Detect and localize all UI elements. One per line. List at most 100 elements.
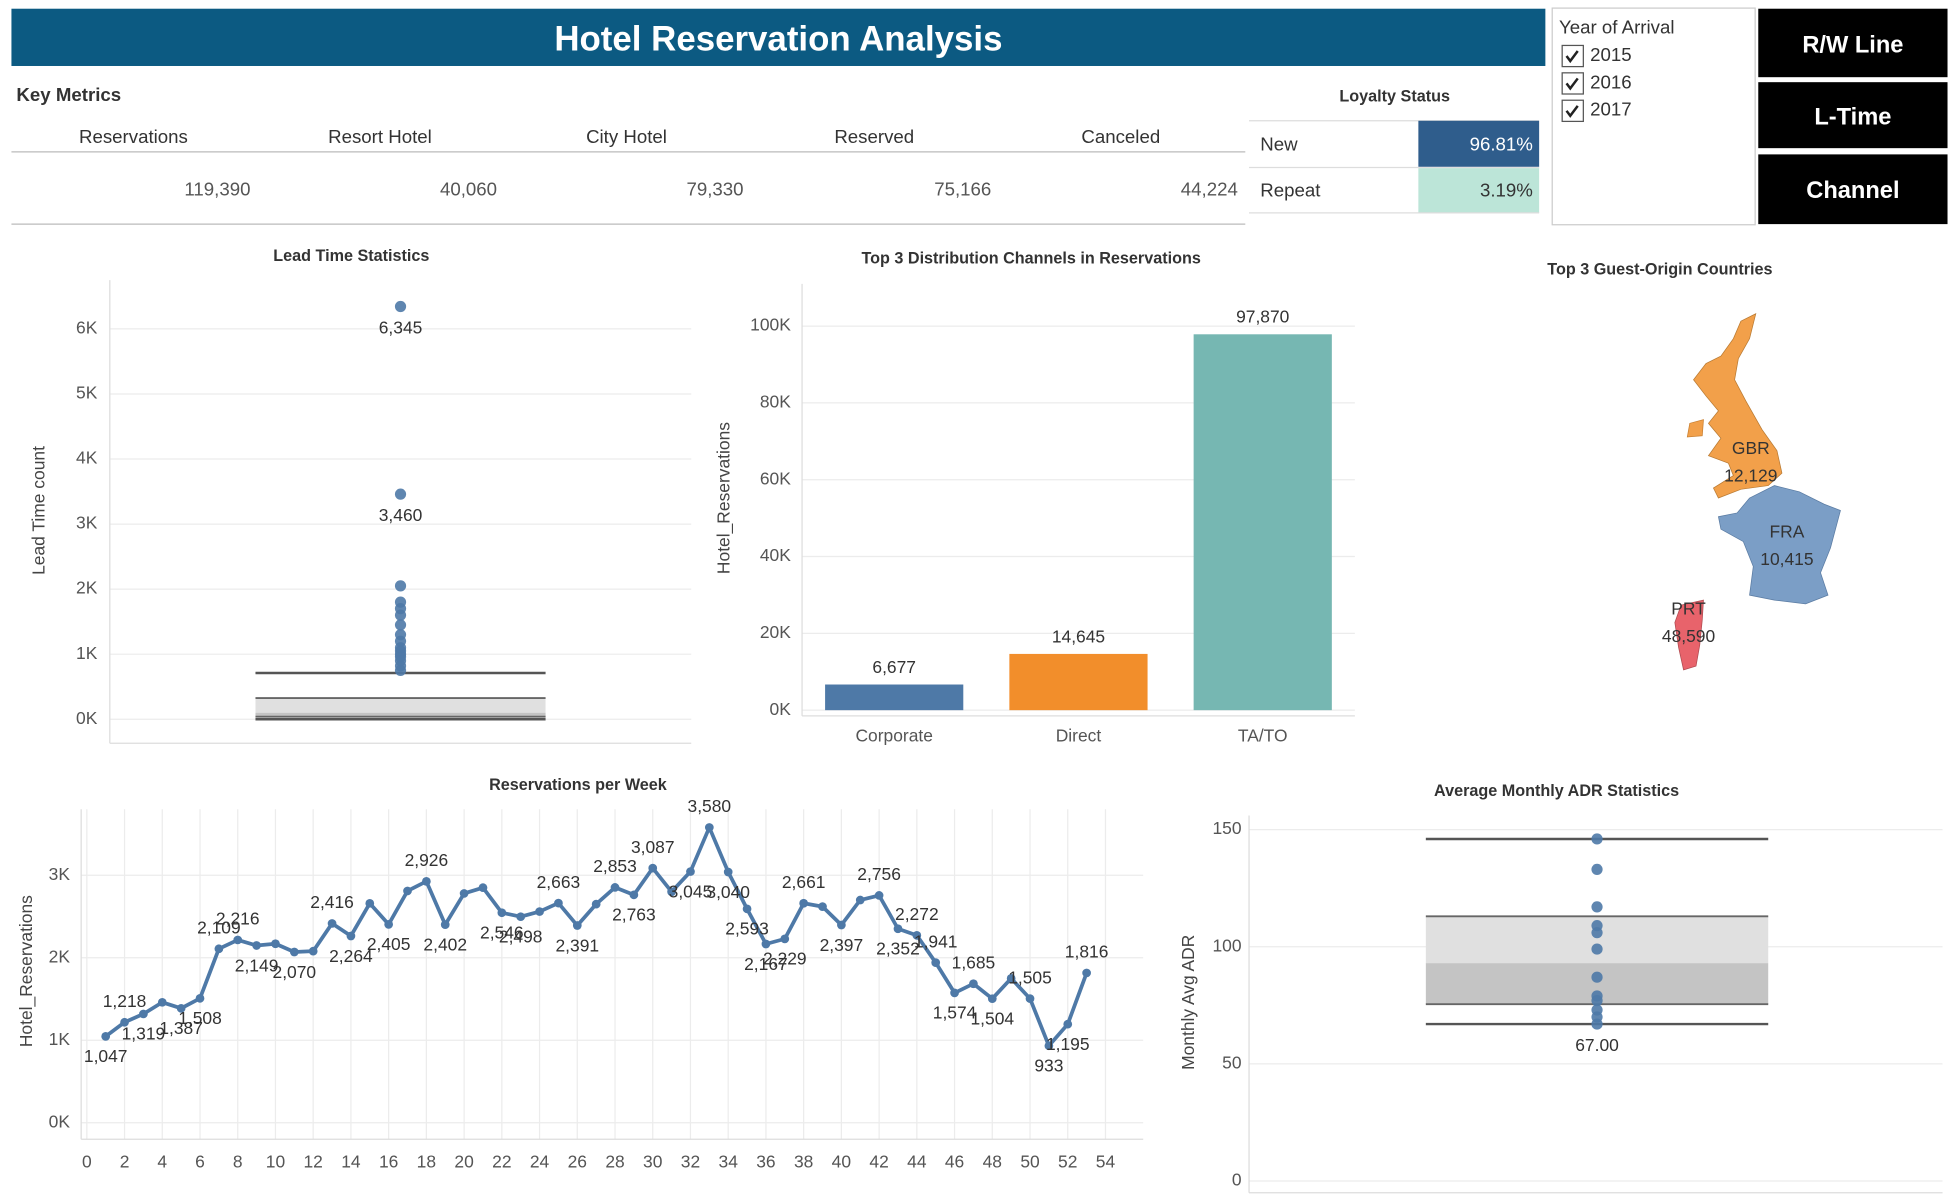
data-point xyxy=(818,902,827,911)
filter-panel xyxy=(1551,7,1756,226)
x-tick-label: 2 xyxy=(120,1152,130,1172)
x-tick-label: 52 xyxy=(1058,1152,1077,1172)
data-point xyxy=(648,863,658,873)
country-shape xyxy=(1686,419,1704,438)
filter-option[interactable]: 2015 xyxy=(1561,44,1632,68)
y-axis-label: Monthly Avg ADR xyxy=(1178,935,1198,1070)
country-shape xyxy=(1674,599,1704,671)
loyalty-cell xyxy=(1418,120,1540,167)
data-point xyxy=(327,919,337,928)
button-bg[interactable] xyxy=(1758,8,1948,78)
data-point xyxy=(1591,971,1603,983)
data-label: 6,677 xyxy=(872,657,916,677)
metric-value: 75,166 xyxy=(934,178,991,199)
data-point xyxy=(629,890,639,900)
button-label[interactable]: Channel xyxy=(1806,178,1899,204)
y-tick-label: 50 xyxy=(1222,1053,1242,1073)
button[interactable]: L-Time xyxy=(1758,82,1948,149)
y-axis-label: Lead Time count xyxy=(29,446,49,575)
data-label: 2,149 xyxy=(235,955,279,975)
data-point xyxy=(1591,927,1603,939)
data-point xyxy=(591,899,601,909)
filter-option[interactable]: 2017 xyxy=(1561,99,1632,123)
x-tick-label: 38 xyxy=(794,1152,813,1172)
y-tick-label: 40K xyxy=(760,545,791,565)
filter-option-label[interactable]: 2017 xyxy=(1590,99,1632,120)
country-shape xyxy=(1693,313,1783,499)
x-tick-label: 32 xyxy=(681,1152,700,1172)
data-label: 2,416 xyxy=(310,892,354,912)
data-label: 1,574 xyxy=(933,1003,977,1023)
metric-header: Resort Hotel xyxy=(328,126,432,147)
metric-value: 44,224 xyxy=(1181,178,1238,199)
data-point xyxy=(893,924,903,934)
filter-option-label[interactable]: 2016 xyxy=(1590,71,1632,92)
data-point xyxy=(1591,1018,1603,1030)
metric-header: Reserved xyxy=(834,126,914,147)
country-label: PRT xyxy=(1671,599,1706,619)
data-label: 2,109 xyxy=(197,917,241,937)
data-label: 2,593 xyxy=(725,919,769,939)
y-tick-label: 1K xyxy=(76,643,98,663)
bar xyxy=(1193,334,1332,711)
data-point xyxy=(403,886,412,896)
data-point xyxy=(1082,968,1091,978)
data-point xyxy=(1591,833,1603,845)
data-label: 933 xyxy=(1034,1056,1063,1076)
x-tick-label: Direct xyxy=(1056,726,1102,746)
y-tick-label: 150 xyxy=(1212,818,1241,838)
data-label: 3,087 xyxy=(631,837,675,857)
chart-title: Lead Time Statistics xyxy=(273,247,429,265)
chart-title: Top 3 Guest-Origin Countries xyxy=(1547,260,1772,278)
data-label: 1,504 xyxy=(970,1008,1014,1028)
button[interactable]: Channel xyxy=(1758,154,1948,225)
data-label: 10,415 xyxy=(1760,549,1813,569)
data-point xyxy=(667,887,676,897)
metric-header: Reservations xyxy=(79,126,188,147)
data-point xyxy=(365,898,375,908)
filter-option[interactable]: 2016 xyxy=(1561,71,1632,95)
y-tick-label: 0 xyxy=(1232,1170,1242,1190)
button-bg[interactable] xyxy=(1758,154,1948,225)
button[interactable]: R/W Line xyxy=(1758,8,1948,78)
data-point xyxy=(516,912,526,922)
x-tick-label: 16 xyxy=(379,1152,398,1172)
data-point xyxy=(554,898,563,908)
x-tick-label: Corporate xyxy=(855,726,932,746)
data-point xyxy=(346,931,356,941)
data-label: 2,853 xyxy=(593,856,637,876)
data-point xyxy=(610,883,620,892)
box-upper xyxy=(255,698,546,713)
x-tick-label: 8 xyxy=(233,1152,243,1172)
data-point xyxy=(139,1009,148,1019)
data-point xyxy=(271,939,280,949)
data-point xyxy=(394,488,407,500)
data-point xyxy=(1006,974,1016,983)
x-tick-label: 54 xyxy=(1096,1152,1116,1172)
button-label[interactable]: R/W Line xyxy=(1802,32,1903,58)
data-label: 2,397 xyxy=(820,935,864,955)
data-label: 14,645 xyxy=(1052,626,1105,646)
loyalty-cell xyxy=(1418,168,1540,213)
metric-value: 79,330 xyxy=(686,178,743,199)
loyalty-label: New xyxy=(1260,134,1298,155)
data-point xyxy=(723,867,733,877)
data-label: 1,387 xyxy=(159,1018,203,1038)
data-label: 2,926 xyxy=(405,850,449,870)
button-label[interactable]: L-Time xyxy=(1814,105,1891,131)
data-point xyxy=(1591,995,1603,1007)
filter-option-label[interactable]: 2015 xyxy=(1590,44,1632,65)
x-tick-label: 44 xyxy=(907,1152,927,1172)
data-point xyxy=(478,883,488,893)
data-point xyxy=(969,979,978,989)
x-tick-label: 26 xyxy=(568,1152,587,1172)
button-bg[interactable] xyxy=(1758,82,1948,149)
data-point xyxy=(950,988,959,998)
data-label: 2,272 xyxy=(895,904,939,924)
data-point xyxy=(308,946,318,956)
data-label: 3,460 xyxy=(379,505,423,525)
x-tick-label: 34 xyxy=(719,1152,739,1172)
data-point xyxy=(1591,863,1603,876)
y-tick-label: 1K xyxy=(49,1029,71,1049)
